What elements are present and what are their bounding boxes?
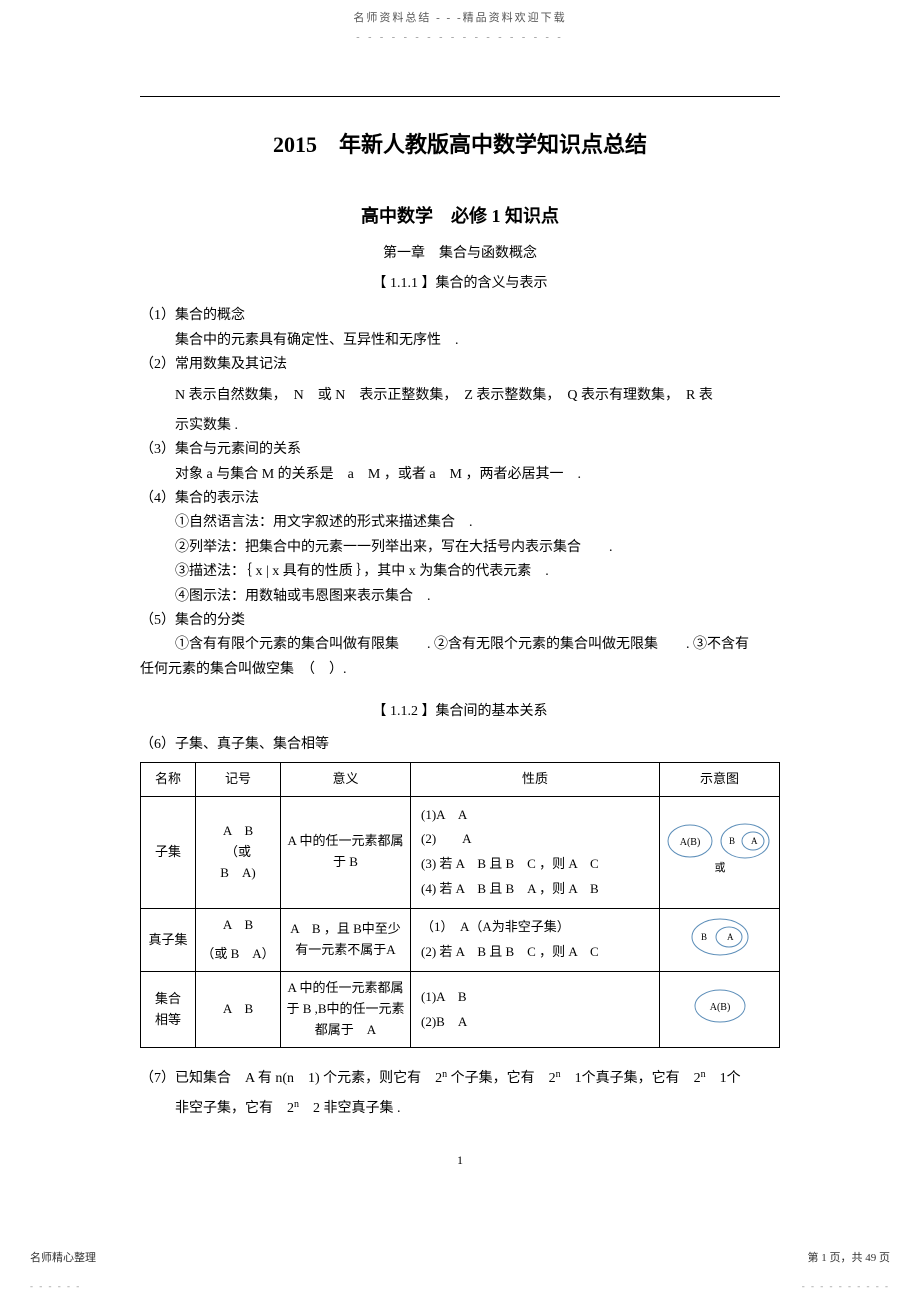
relations-table: 名称 记号 意义 性质 示意图 子集 A B （或 B A) A 中的任一元素都… — [140, 762, 780, 1048]
row1-prop: (1)A A (2) A (3) 若 A B 且 B C ，则 A C (4) … — [411, 796, 660, 908]
th-property: 性质 — [411, 763, 660, 797]
p4-d: ④图示法：用数轴或韦恩图来表示集合 . — [140, 586, 780, 608]
p7-l2b: 2 非空真子集 . — [299, 1101, 401, 1116]
row3-prop-1: (1)A B — [421, 985, 655, 1010]
p7-line2: 非空子集，它有 2n 2 非空真子集 . — [140, 1098, 780, 1120]
row1-prop-1: (1)A A — [421, 803, 655, 828]
p4-b: ②列举法：把集合中的元素一一列举出来，写在大括号内表示集合 . — [140, 537, 780, 559]
main-title: 2015 年新人教版高中数学知识点总结 — [140, 127, 780, 162]
row3-prop: (1)A B (2)B A — [411, 972, 660, 1047]
p4-a: ①自然语言法：用文字叙述的形式来描述集合 . — [140, 512, 780, 534]
row1-prop-3: (3) 若 A B 且 B C ，则 A C — [421, 852, 655, 877]
p3-text: 对象 a 与集合 M 的关系是 a M ，或者 a M ，两者必居其一 . — [140, 464, 780, 486]
row3-name: 集合 相等 — [141, 972, 196, 1047]
table-header-row: 名称 记号 意义 性质 示意图 — [141, 763, 780, 797]
p2-heading: （2）常用数集及其记法 — [140, 354, 780, 376]
footer-dots-left: - - - - - - — [30, 1279, 81, 1293]
p7-l2sup: n — [294, 1099, 299, 1110]
row1-name: 子集 — [141, 796, 196, 908]
p4-c: ③描述法：｛ x | x 具有的性质 ｝，其中 x 为集合的代表元素 . — [140, 561, 780, 583]
footer-dots: - - - - - - - - - - - - - - - - — [0, 1279, 920, 1301]
p5-heading: （5）集合的分类 — [140, 610, 780, 632]
svg-text:A: A — [727, 932, 734, 942]
row3-prop-2: (2)B A — [421, 1010, 655, 1035]
row2-prop-1: （1） A（A为非空子集） — [421, 915, 655, 940]
page-top-note: 名师资料总结 - - -精品资料欢迎下载 — [0, 0, 920, 30]
row2-diagram: B A — [660, 908, 780, 972]
row2-name: 真子集 — [141, 908, 196, 972]
p7-sup3: n — [701, 1069, 706, 1080]
table-row-subset: 子集 A B （或 B A) A 中的任一元素都属于 B (1)A A (2) … — [141, 796, 780, 908]
p3-heading: （3）集合与元素间的关系 — [140, 439, 780, 461]
row2-symbol: A B （或 B A） — [196, 908, 281, 972]
p5-text-2: 任何元素的集合叫做空集 （ ）. — [140, 659, 780, 681]
row1-sym-l1: A B — [200, 821, 276, 842]
row1-diagram: A(B) B A 或 — [660, 796, 780, 908]
row3-name-l1: 集合 — [145, 989, 191, 1010]
p2-text-1: N 表示自然数集， N 或 N 表示正整数集， Z 表示整数集， Q 表示有理数… — [140, 385, 780, 407]
p7-sup1: n — [442, 1069, 447, 1080]
row1-symbol: A B （或 B A) — [196, 796, 281, 908]
document-content: 2015 年新人教版高中数学知识点总结 高中数学 必修 1 知识点 第一章 集合… — [0, 96, 920, 1190]
p7-line1: （7）已知集合 A 有 n(n 1) 个元素，则它有 2n 个子集，它有 2n … — [140, 1068, 780, 1090]
top-divider — [140, 96, 780, 97]
venn-proper-subset-icon: B A — [685, 915, 755, 959]
svg-text:A(B): A(B) — [679, 837, 700, 848]
footer-left: 名师精心整理 — [30, 1250, 96, 1268]
row3-symbol: A B — [196, 972, 281, 1047]
p5-text-1: ①含有有限个元素的集合叫做有限集 . ②含有无限个元素的集合叫做无限集 . ③不… — [140, 634, 780, 656]
footer-dots-right: - - - - - - - - - - — [802, 1279, 890, 1293]
p7-l2a: 非空子集，它有 2 — [175, 1101, 294, 1116]
svg-text:或: 或 — [714, 861, 725, 874]
p7-t1: （7）已知集合 A 有 n(n 1) 个元素，则它有 2 — [140, 1071, 442, 1086]
p7-t3: 1个真子集，它有 2 — [561, 1071, 701, 1086]
row3-diagram: A(B) — [660, 972, 780, 1047]
row1-prop-2: (2) A — [421, 827, 655, 852]
sub-title: 高中数学 必修 1 知识点 — [140, 202, 780, 231]
th-name: 名称 — [141, 763, 196, 797]
venn-equal-icon: A(B) — [690, 986, 750, 1026]
svg-text:B: B — [701, 932, 707, 942]
p1-heading: （1）集合的概念 — [140, 305, 780, 327]
p2-text-2: 示实数集 . — [140, 415, 780, 437]
th-diagram: 示意图 — [660, 763, 780, 797]
row2-meaning: A B ，且 B中至少有一元素不属于A — [281, 908, 411, 972]
row1-prop-4: (4) 若 A B 且 B A ，则 A B — [421, 877, 655, 902]
table-row-proper-subset: 真子集 A B （或 B A） A B ，且 B中至少有一元素不属于A （1） … — [141, 908, 780, 972]
venn-subset-icon: A(B) B A 或 — [665, 819, 775, 879]
row3-meaning: A 中的任一元素都属于 B ,B中的任一元素都属于 A — [281, 972, 411, 1047]
page-top-dots: - - - - - - - - - - - - - - - - - - — [0, 30, 920, 46]
row1-sym-l2: （或 — [200, 842, 276, 863]
chapter-heading: 第一章 集合与函数概念 — [140, 243, 780, 265]
row2-sym-l2: （或 B A） — [200, 944, 276, 965]
th-meaning: 意义 — [281, 763, 411, 797]
svg-text:B: B — [729, 836, 735, 846]
p7-t4: 1个 — [706, 1071, 741, 1086]
row2-sym-l1: A B — [200, 915, 276, 936]
p1-text: 集合中的元素具有确定性、互异性和无序性 . — [140, 330, 780, 352]
svg-text:A: A — [751, 836, 758, 846]
footer: 名师精心整理 第 1 页，共 49 页 — [0, 1190, 920, 1280]
p7-sup2: n — [556, 1069, 561, 1080]
p4-heading: （4）集合的表示法 — [140, 488, 780, 510]
row3-name-l2: 相等 — [145, 1010, 191, 1031]
footer-right: 第 1 页，共 49 页 — [808, 1250, 891, 1268]
row2-prop: （1） A（A为非空子集） (2) 若 A B 且 B C ，则 A C — [411, 908, 660, 972]
section-111: 【 1.1.1 】集合的含义与表示 — [140, 273, 780, 295]
th-symbol: 记号 — [196, 763, 281, 797]
row1-meaning: A 中的任一元素都属于 B — [281, 796, 411, 908]
row1-sym-l3: B A) — [200, 863, 276, 884]
row2-prop-3: (2) 若 A B 且 B C ，则 A C — [421, 940, 655, 965]
svg-text:A(B): A(B) — [709, 1002, 730, 1013]
p7-t2: 个子集，它有 2 — [447, 1071, 556, 1086]
p6-heading: （6）子集、真子集、集合相等 — [140, 734, 780, 756]
section-112: 【 1.1.2 】集合间的基本关系 — [140, 701, 780, 723]
table-row-equal: 集合 相等 A B A 中的任一元素都属于 B ,B中的任一元素都属于 A (1… — [141, 972, 780, 1047]
page-number: 1 — [140, 1151, 780, 1170]
